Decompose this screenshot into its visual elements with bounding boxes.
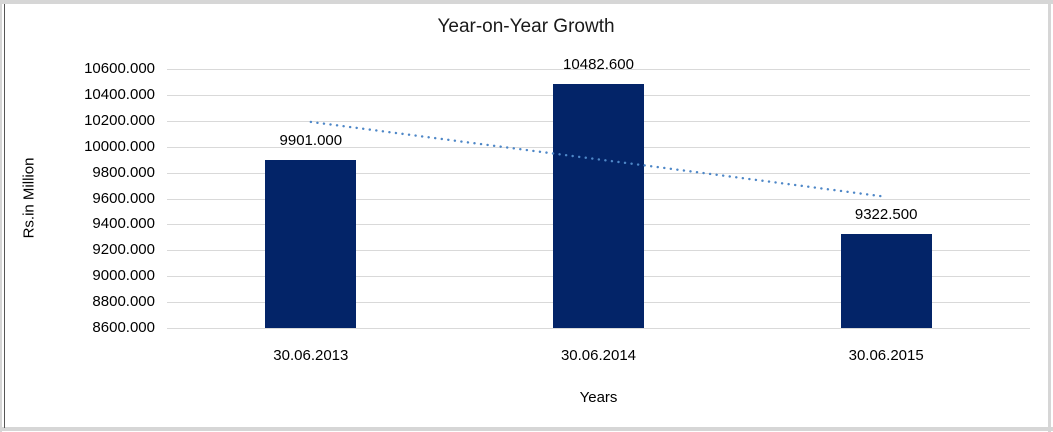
y-tick-label: 9400.000 <box>92 215 155 232</box>
x-tick-label: 30.06.2014 <box>560 347 637 364</box>
bar <box>265 159 357 328</box>
frame-edge-left <box>0 0 2 432</box>
frame-border-left <box>4 4 5 428</box>
frame-edge-bottom <box>0 427 1053 431</box>
frame-edge-top <box>0 0 1053 4</box>
bar-value-label: 10482.600 <box>563 56 634 74</box>
x-axis-title: Years <box>579 389 618 406</box>
y-tick-label: 10400.000 <box>84 86 155 103</box>
x-tick-label: 30.06.2013 <box>273 347 349 364</box>
y-gridline <box>167 328 1030 329</box>
y-tick-label: 10000.000 <box>84 138 155 155</box>
y-tick-label: 10200.000 <box>84 112 155 129</box>
y-tick-label: 8600.000 <box>92 319 155 336</box>
y-tick-label: 10600.000 <box>84 60 155 77</box>
y-tick-label: 9800.000 <box>92 164 155 181</box>
bar <box>840 234 932 328</box>
frame-edge-right <box>1048 0 1051 432</box>
y-tick-label: 9200.000 <box>92 241 155 258</box>
bar-value-label: 9322.500 <box>854 206 918 224</box>
bar-value-label: 9901.000 <box>279 131 343 149</box>
y-tick-label: 9600.000 <box>92 190 155 207</box>
chart-title: Year-on-Year Growth <box>437 16 615 37</box>
y-tick-label: 8800.000 <box>92 293 155 310</box>
y-tick-label: 9000.000 <box>92 267 155 284</box>
y-gridline <box>167 69 1030 70</box>
x-tick-label: 30.06.2015 <box>848 347 924 364</box>
bar <box>553 84 644 328</box>
